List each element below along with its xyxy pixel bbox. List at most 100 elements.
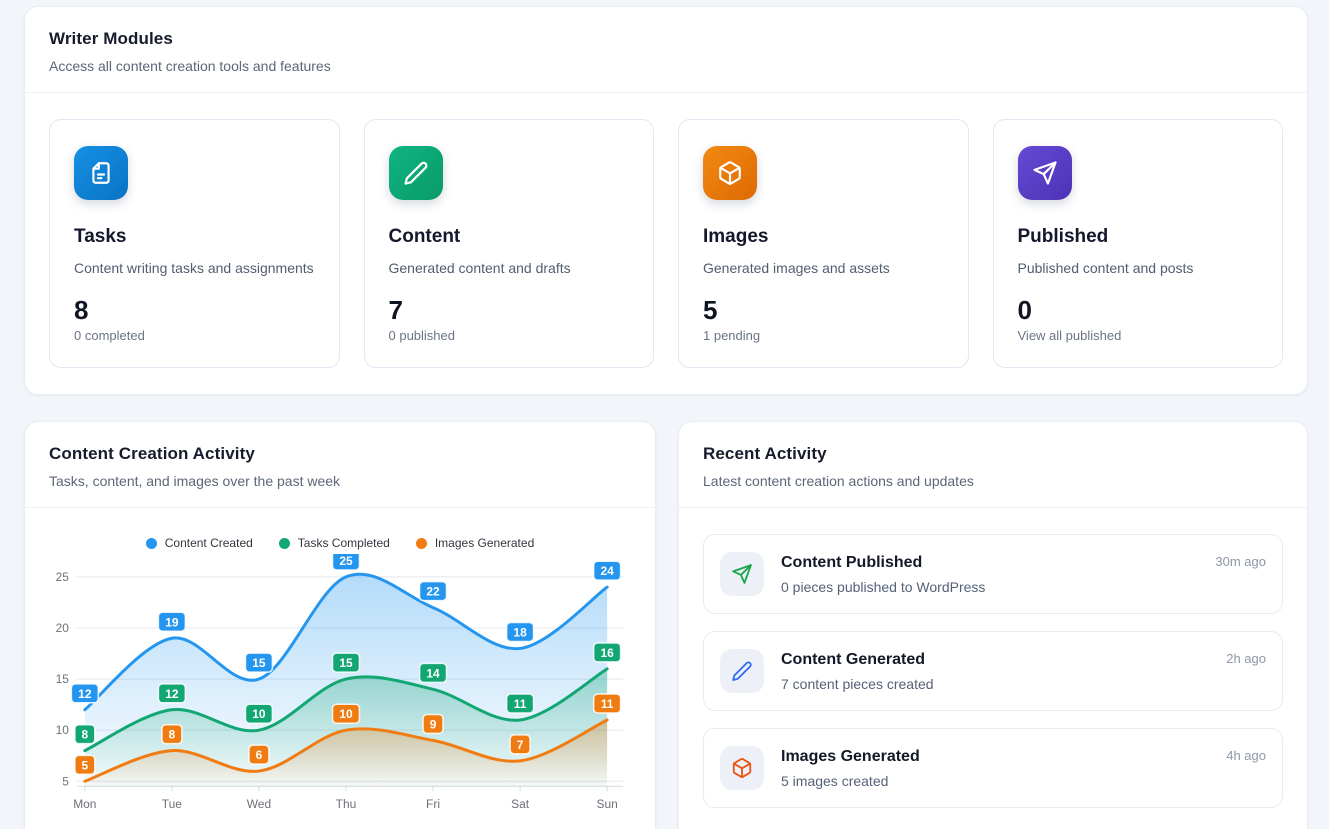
svg-text:Thu: Thu: [336, 797, 357, 811]
module-card-count: 5: [703, 295, 718, 325]
pencil-icon: [388, 146, 443, 200]
module-card-title: Images: [703, 226, 769, 247]
recent-activity-divider: [679, 507, 1307, 508]
pencil-icon-tile: [720, 649, 764, 693]
svg-text:25: 25: [56, 570, 70, 584]
legend-dot-icon: [415, 537, 427, 549]
module-card-count: 0: [1017, 295, 1032, 325]
svg-text:Wed: Wed: [247, 797, 271, 811]
recent-activity-header: Recent Activity Latest content creation …: [679, 422, 1307, 507]
svg-text:12: 12: [165, 687, 179, 701]
send-icon: [1017, 146, 1072, 200]
legend-dot-icon: [278, 537, 290, 549]
svg-text:11: 11: [514, 697, 527, 711]
svg-text:6: 6: [256, 748, 263, 762]
module-card[interactable]: Published Published content and posts 0 …: [992, 119, 1283, 368]
activity-item-time: 30m ago: [1215, 554, 1266, 569]
chart-panel-title: Content Creation Activity: [49, 444, 255, 463]
chart-legend: Content Created Tasks Completed Images Gen…: [25, 536, 655, 550]
svg-text:18: 18: [513, 625, 527, 639]
svg-text:20: 20: [56, 621, 70, 635]
header-divider: [25, 92, 1307, 93]
module-card-description: Generated images and assets: [703, 260, 890, 276]
activity-item-time: 2h ago: [1226, 651, 1266, 666]
legend-label: Content Created: [164, 536, 253, 550]
module-card-count: 7: [388, 295, 403, 325]
svg-text:5: 5: [62, 774, 69, 788]
recent-activity-panel: Recent Activity Latest content creation …: [678, 421, 1308, 829]
modules-grid: Tasks Content writing tasks and assignme…: [25, 93, 1307, 394]
send-icon: [1032, 161, 1057, 185]
activity-item-description: 5 images created: [781, 772, 889, 789]
module-card-sublabel: 0 completed: [74, 328, 145, 343]
writer-modules-title: Writer Modules: [49, 29, 173, 48]
svg-text:5: 5: [81, 758, 88, 772]
module-card[interactable]: Content Generated content and drafts 7 0…: [363, 119, 654, 368]
box-icon: [719, 161, 741, 185]
module-card-title: Tasks: [74, 226, 127, 247]
recent-activity-title: Recent Activity: [703, 444, 827, 463]
activity-chart: 5 10 15 20 25 Mon Tue Wed Thu Fri Sat Sun 12 19 15 25 22…: [56, 554, 624, 811]
pencil-icon: [404, 161, 427, 185]
box-icon: [703, 146, 757, 200]
module-card[interactable]: Tasks Content writing tasks and assignme…: [49, 119, 340, 368]
chart-header-divider: [25, 507, 655, 508]
file-text-icon: [74, 146, 128, 200]
svg-text:19: 19: [165, 615, 179, 629]
pencil-icon: [732, 661, 752, 681]
send-icon-tile: [720, 552, 764, 596]
writer-modules-header: Writer Modules Access all content creati…: [25, 7, 1307, 92]
module-card-title: Content: [388, 226, 461, 247]
file-text-icon: [92, 162, 110, 184]
svg-text:16: 16: [600, 646, 614, 660]
module-card-description: Published content and posts: [1017, 260, 1194, 276]
svg-text:15: 15: [339, 656, 353, 670]
svg-text:15: 15: [56, 672, 70, 686]
legend-item[interactable]: Tasks Completed: [278, 536, 390, 550]
activity-item-title: Content Published: [781, 553, 923, 571]
svg-text:Sat: Sat: [511, 797, 530, 811]
legend-item[interactable]: Content Created: [145, 536, 253, 550]
recent-activity-subtitle: Latest content creation actions and upda…: [703, 473, 974, 489]
writer-modules-subtitle: Access all content creation tools and fe…: [49, 58, 331, 74]
activity-item-description: 0 pieces published to WordPress: [781, 578, 986, 595]
legend-item[interactable]: Images Generated: [415, 536, 535, 550]
activity-item[interactable]: Images Generated 5 images created 4h ago: [703, 728, 1283, 808]
module-card[interactable]: Images Generated images and assets 5 1 p…: [678, 119, 969, 368]
module-card-description: Generated content and drafts: [388, 260, 571, 276]
svg-text:24: 24: [600, 564, 614, 578]
activity-item-title: Images Generated: [781, 747, 920, 765]
box-icon-tile: [720, 746, 764, 790]
activity-list: Content Published 0 pieces published to …: [679, 508, 1307, 829]
svg-text:8: 8: [81, 728, 88, 742]
module-card-sublabel: View all published: [1017, 328, 1122, 343]
activity-item[interactable]: Content Published 0 pieces published to …: [703, 534, 1283, 614]
svg-text:14: 14: [426, 666, 440, 680]
svg-text:Fri: Fri: [426, 797, 440, 811]
svg-text:Mon: Mon: [73, 797, 96, 811]
writer-modules-panel: Writer Modules Access all content creati…: [24, 6, 1308, 395]
module-card-title: Published: [1017, 226, 1109, 247]
box-icon: [732, 758, 752, 779]
bottom-row: Content Creation Activity Tasks, content…: [24, 421, 1308, 829]
svg-text:Tue: Tue: [162, 797, 183, 811]
svg-text:9: 9: [430, 717, 437, 731]
activity-item[interactable]: Content Generated 7 content pieces creat…: [703, 631, 1283, 711]
svg-text:25: 25: [339, 554, 353, 568]
legend-label: Images Generated: [434, 536, 535, 550]
svg-text:12: 12: [78, 687, 92, 701]
svg-text:15: 15: [252, 656, 266, 670]
activity-item-time: 4h ago: [1226, 748, 1266, 763]
legend-dot-icon: [145, 537, 157, 549]
chart-panel-subtitle: Tasks, content, and images over the past…: [49, 473, 341, 489]
svg-text:Sun: Sun: [596, 797, 617, 811]
svg-text:11: 11: [601, 697, 614, 711]
send-icon: [732, 564, 752, 584]
svg-text:10: 10: [252, 707, 266, 721]
svg-text:10: 10: [339, 707, 353, 721]
svg-text:22: 22: [426, 585, 440, 599]
module-card-count: 8: [74, 295, 89, 325]
svg-text:10: 10: [56, 723, 70, 737]
module-card-sublabel: 1 pending: [703, 328, 761, 343]
legend-label: Tasks Completed: [297, 536, 390, 550]
